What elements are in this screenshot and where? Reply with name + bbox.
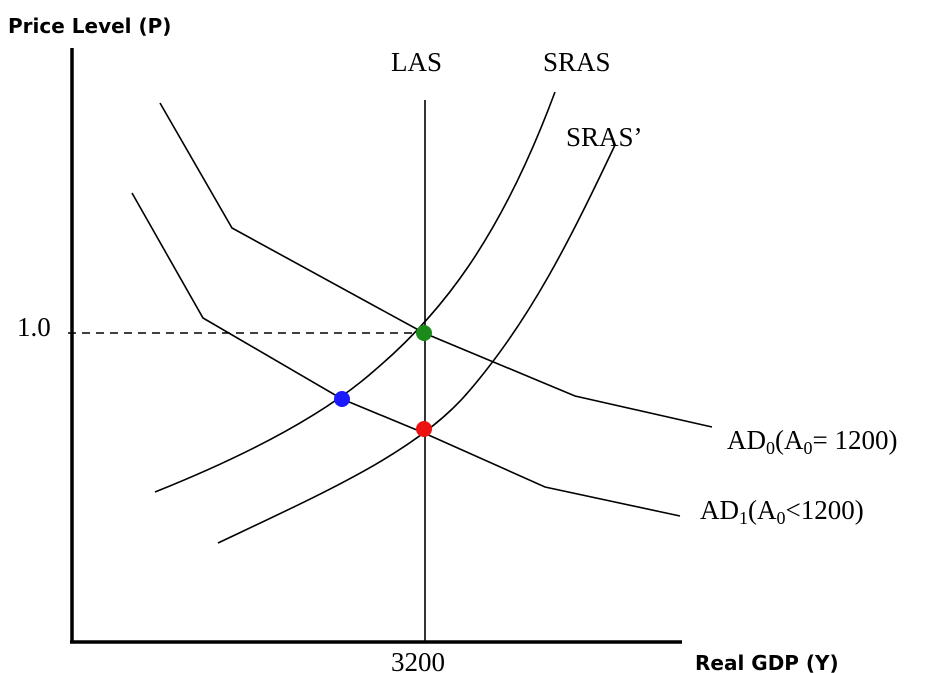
- green-equilibrium-point: [416, 325, 432, 341]
- price-tick-label: 1.0: [17, 312, 51, 342]
- sras-label: SRAS: [543, 47, 611, 77]
- sras-prime-curve: [217, 144, 616, 544]
- blue-equilibrium-point: [334, 391, 350, 407]
- ad0-label: AD0(A0= 1200): [727, 425, 897, 458]
- ad1-label: AD1(A0<1200): [700, 495, 864, 528]
- ad1-curve: [131, 192, 681, 517]
- gdp-tick-label: 3200: [391, 647, 445, 673]
- y-axis-label: Price Level (P): [8, 14, 171, 38]
- sras-prime-label: SRAS’: [566, 122, 643, 152]
- las-label: LAS: [391, 47, 442, 77]
- red-equilibrium-point: [416, 421, 432, 437]
- sras-curve: [154, 91, 556, 493]
- x-axis-label: Real GDP (Y): [695, 651, 839, 673]
